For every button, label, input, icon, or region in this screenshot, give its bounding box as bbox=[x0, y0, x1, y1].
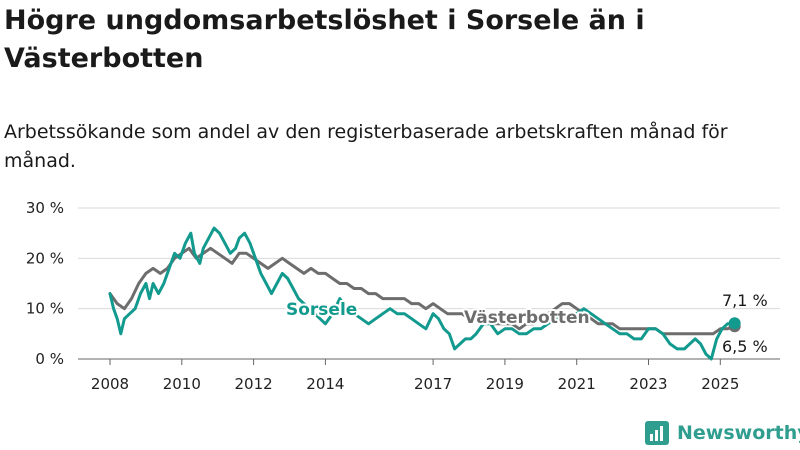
x-axis: 2008 2010 2012 2014 2017 2019 2021 2023 2025 bbox=[78, 358, 780, 393]
x-tick-label: 2025 bbox=[701, 375, 739, 393]
x-tick-label: 2010 bbox=[163, 375, 201, 393]
x-tick-label: 2012 bbox=[235, 375, 273, 393]
x-tick-label: 2021 bbox=[558, 375, 596, 393]
y-tick-label: 10 % bbox=[26, 300, 64, 318]
x-tick-label: 2008 bbox=[91, 375, 129, 393]
y-tick-label: 20 % bbox=[26, 249, 64, 267]
newsworthy-logo: Newsworthy bbox=[645, 420, 800, 446]
x-tick-label: 2014 bbox=[306, 375, 344, 393]
series-line-vasterbotten bbox=[108, 246, 737, 336]
series-line-sorsele bbox=[108, 226, 737, 361]
newsworthy-logo-icon bbox=[645, 421, 669, 445]
series-label-sorsele: Sorsele bbox=[286, 300, 357, 320]
chart-title: Högre ungdomsarbetslöshet i Sorsele än i… bbox=[4, 5, 645, 74]
y-axis: 0 % 10 % 20 % 30 % bbox=[26, 199, 64, 368]
x-tick-label: 2017 bbox=[414, 375, 452, 393]
series-label-vasterbotten: Västerbotten bbox=[464, 308, 590, 328]
brand-name: Newsworthy bbox=[677, 422, 800, 444]
y-tick-label: 30 % bbox=[26, 199, 64, 217]
series bbox=[108, 226, 741, 361]
end-label-sorsele: 7,1 % bbox=[722, 291, 768, 310]
end-label-vasterbotten: 6,5 % bbox=[722, 337, 768, 356]
chart-subtitle: Arbetssökande som andel av den registerb… bbox=[4, 121, 728, 172]
grid bbox=[78, 207, 780, 310]
end-point-sorsele bbox=[728, 317, 741, 330]
x-tick-label: 2019 bbox=[486, 375, 524, 393]
y-tick-label: 0 % bbox=[35, 350, 64, 368]
x-tick-label: 2023 bbox=[629, 375, 667, 393]
